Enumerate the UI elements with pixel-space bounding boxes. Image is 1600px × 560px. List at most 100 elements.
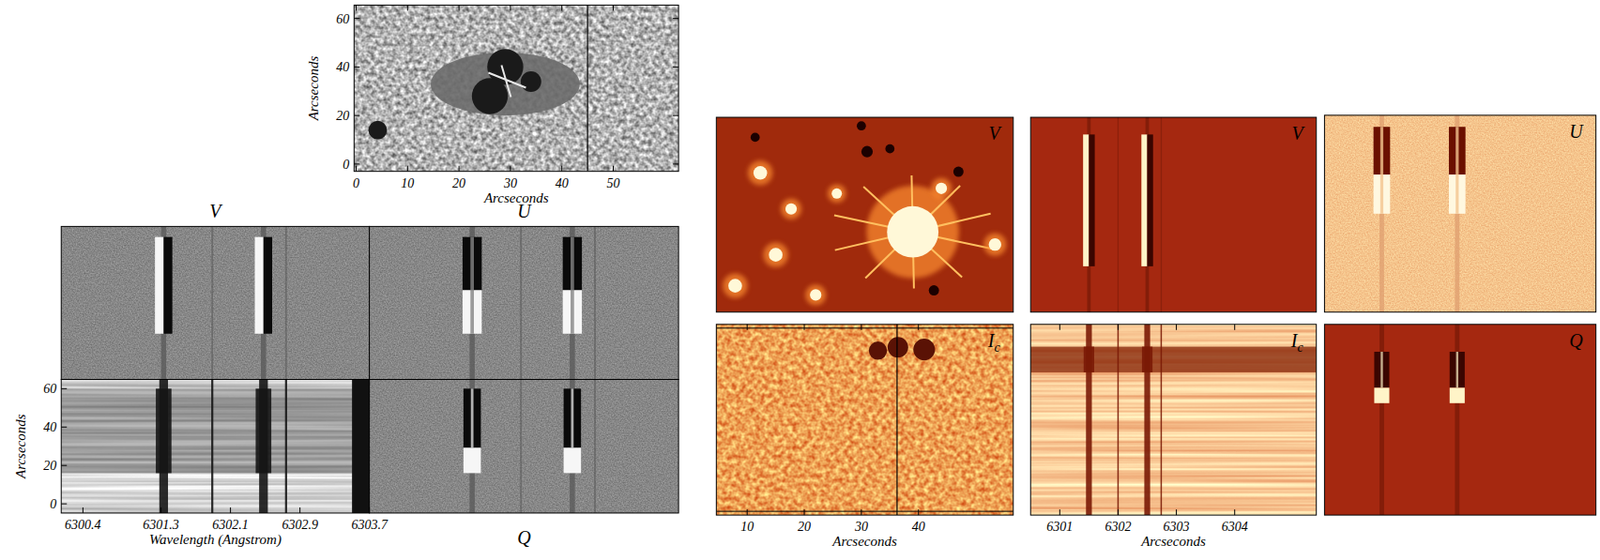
x-tick <box>746 509 748 516</box>
panel-label: Ic <box>987 330 1002 355</box>
field-patch-negative <box>856 121 867 131</box>
stokes-v-lobe-positive <box>1141 134 1147 266</box>
y-tick <box>353 115 360 117</box>
telluric-line <box>211 380 214 514</box>
panel-frame <box>353 4 679 171</box>
x-tick <box>1059 324 1061 331</box>
x-tick <box>1117 509 1119 516</box>
stokes-v-lobe-negative <box>1088 134 1095 266</box>
x-tick <box>917 324 919 331</box>
field-patch-positive <box>753 166 768 181</box>
spectrum-background <box>1030 324 1316 516</box>
telluric-line <box>285 380 288 514</box>
x-tick-label: 6301 <box>1046 519 1073 534</box>
field-patch-negative <box>750 133 761 143</box>
x-tick <box>407 166 409 172</box>
x-tick-label: 6303 <box>1163 519 1190 534</box>
y-tick <box>672 17 679 19</box>
field-patch-positive <box>809 289 822 301</box>
panel-label: Q <box>1569 330 1584 351</box>
light-bridge <box>487 65 526 98</box>
x-axis-title: Arcseconds <box>483 190 549 206</box>
panel-label: V <box>989 122 1004 144</box>
stokes-u-center <box>570 237 575 335</box>
panel-frame <box>716 117 1013 313</box>
field-glow <box>747 160 773 185</box>
telluric-line <box>1160 117 1162 313</box>
umbra <box>913 338 935 361</box>
spectrum-image <box>1030 117 1316 313</box>
field-glow <box>805 284 826 305</box>
field-patch-negative <box>861 146 873 158</box>
stokes-q-lobe-positive <box>1373 387 1389 403</box>
x-tick <box>917 509 919 516</box>
panel-label: U <box>517 200 533 222</box>
spectrum-background <box>60 226 369 380</box>
spectrum-image <box>369 380 679 514</box>
map-background <box>716 117 1013 313</box>
x-tick <box>746 324 748 331</box>
region-bound <box>716 511 1013 513</box>
field-patch-negative <box>929 285 940 296</box>
y-tick <box>60 503 67 505</box>
x-tick <box>509 166 511 172</box>
x-tick <box>612 166 614 172</box>
y-tick <box>60 426 67 428</box>
y-axis-title: Arcseconds <box>305 56 321 122</box>
stokes-q-lobe-positive <box>1449 387 1465 403</box>
telluric-line <box>1117 117 1119 313</box>
y-axis-title: Arcseconds <box>13 413 29 480</box>
field-glow <box>930 178 952 199</box>
stokes-v-lobe-negative <box>263 237 273 335</box>
field-patch-positive <box>935 182 947 195</box>
x-axis-title: Wavelength (Angstrom) <box>149 532 282 549</box>
stokes-v-lobe-positive <box>154 237 164 335</box>
stokes-u-center <box>1455 126 1459 214</box>
panel-frame <box>1324 115 1596 313</box>
x-axis-title: Arcseconds <box>831 533 898 549</box>
telluric-line <box>519 380 522 514</box>
stokes-v-lobe-negative <box>1147 134 1154 266</box>
x-tick <box>561 166 563 172</box>
telluric-line <box>594 226 596 380</box>
y-tick-label: 20 <box>43 458 57 473</box>
panel-label: V <box>209 200 224 222</box>
umbra <box>887 336 909 358</box>
spectrum-image <box>1324 115 1596 313</box>
x-tick <box>458 166 460 172</box>
field-patch-positive <box>768 247 783 262</box>
x-tick-label: 20 <box>452 176 466 191</box>
field-patch-positive <box>831 188 842 199</box>
umbra <box>868 341 887 360</box>
x-tick-label: 6302 <box>1104 519 1131 534</box>
spectral-line-core <box>1142 347 1153 373</box>
panel-label: V <box>1291 122 1306 144</box>
panel-label: U <box>1569 121 1585 142</box>
field-patch-positive <box>785 203 797 215</box>
spectrum-image <box>369 226 679 380</box>
panel-frame <box>1324 324 1596 516</box>
y-tick-label: 40 <box>43 420 57 435</box>
panel-frame <box>60 380 369 514</box>
stokes-q-lobe-positive <box>463 447 482 473</box>
x-tick <box>368 507 370 514</box>
spectrum-background <box>369 226 679 380</box>
spectrum-image <box>60 226 369 380</box>
field-glow <box>827 183 847 203</box>
field-patch-positive <box>886 206 939 259</box>
panel-frame <box>369 226 679 380</box>
spectrum-image <box>1324 324 1596 516</box>
telluric-line <box>519 226 522 380</box>
spectrum-background <box>1324 324 1596 516</box>
y-tick-label: 20 <box>335 108 350 123</box>
stokes-q-center <box>1380 351 1383 388</box>
x-tick <box>355 4 357 11</box>
x-tick <box>1234 324 1235 331</box>
spectral-line-core <box>1083 347 1095 373</box>
field-patch-positive <box>728 278 743 293</box>
stokes-v-lobe-positive <box>1082 134 1089 266</box>
stokes-q-lobe-negative <box>463 388 482 448</box>
panel-label-subscript: c <box>994 340 1002 355</box>
y-tick <box>60 465 67 467</box>
x-tick-label: 40 <box>912 519 926 534</box>
